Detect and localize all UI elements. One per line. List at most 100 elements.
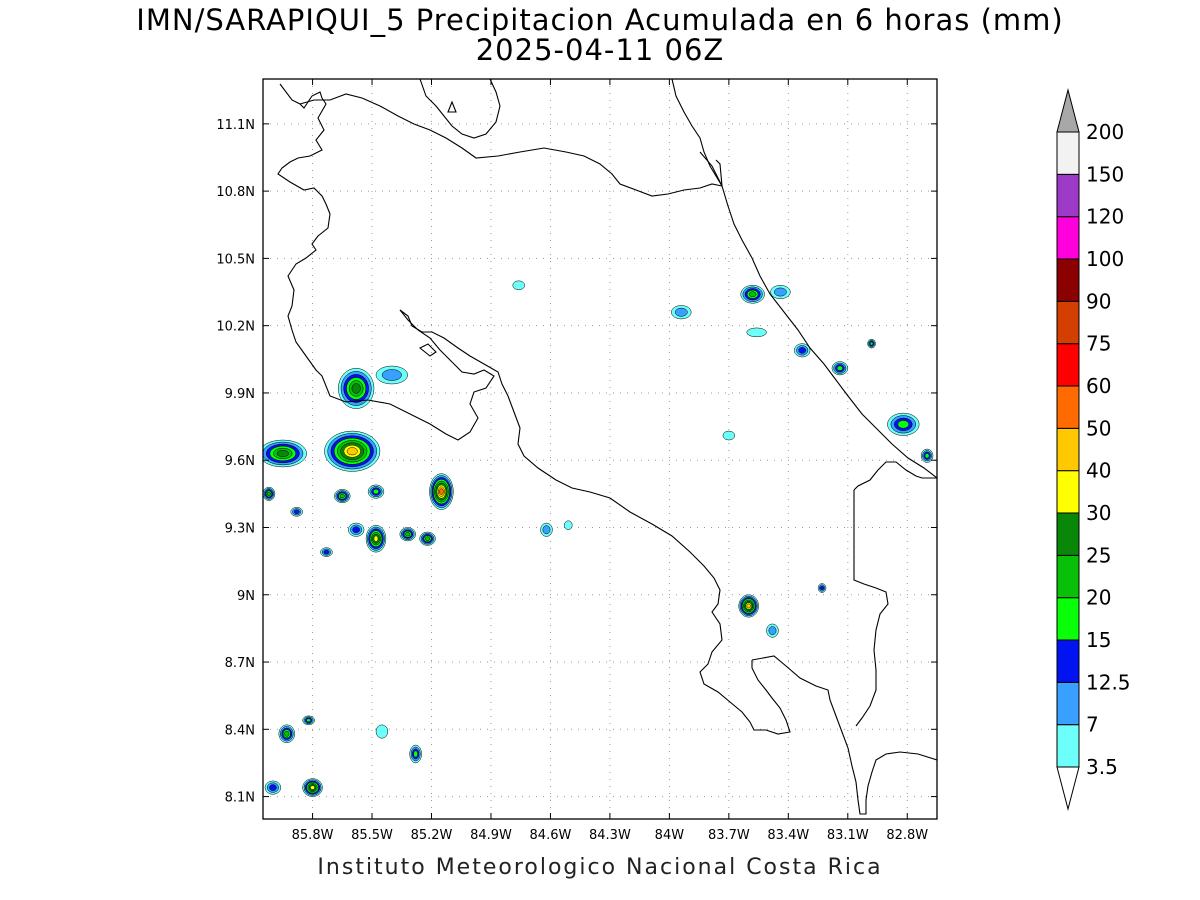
colorbar-level-label: 75 (1086, 332, 1111, 356)
precip-cell (722, 430, 736, 441)
precip-contour (276, 449, 289, 457)
lat-tick-label: 8.1N (225, 791, 255, 806)
lon-tick-label: 84.9W (470, 828, 512, 843)
precip-contour (425, 536, 431, 541)
colorbar-level-label: 100 (1086, 247, 1124, 271)
precip-cell (338, 368, 375, 409)
precip-cell (887, 412, 920, 436)
precip-contour (306, 718, 311, 723)
colorbar-swatch (1056, 470, 1080, 514)
colorbar-level-label: 30 (1086, 501, 1111, 525)
precip-cell (770, 285, 791, 300)
lat-tick-label: 9.3N (225, 521, 255, 536)
precip-contour (373, 535, 379, 542)
precip-cell (831, 361, 849, 376)
precip-contour (352, 526, 360, 533)
colorbar-swatch (1056, 724, 1080, 768)
lat-tick-label: 10.5N (216, 252, 255, 267)
precip-contour (820, 585, 825, 591)
precip-contour (768, 626, 777, 636)
colorbar-level-label: 7 (1086, 713, 1099, 737)
precip-cell (746, 327, 767, 338)
lon-tick-label: 83.1W (827, 828, 869, 843)
coastline-boundaries (277, 79, 937, 815)
colorbar-top-arrow (1056, 88, 1080, 133)
map-title: IMN/SARAPIQUI_5 Precipitacion Acumulada … (136, 3, 1064, 37)
precip-cell (920, 448, 934, 463)
lat-tick-label: 8.4N (225, 723, 255, 738)
precip-contour (439, 488, 444, 495)
lon-tick-label: 84.3W (589, 828, 631, 843)
colorbar-swatch (1056, 258, 1080, 302)
precip-contour (746, 327, 767, 338)
precip-contour (284, 730, 290, 737)
lon-tick-label: 85.2W (411, 828, 453, 843)
colorbar-level-label: 200 (1086, 120, 1124, 144)
footer-credit: Instituto Meteorologico Nacional Costa R… (317, 855, 883, 880)
precip-cell (278, 724, 295, 744)
lon-tick-label: 83.4W (767, 828, 809, 843)
colorbar-swatch (1056, 343, 1080, 387)
map-grid (263, 79, 937, 819)
precip-cell (375, 724, 389, 739)
precip-contour (266, 491, 271, 497)
colorbar-level-label: 120 (1086, 205, 1124, 229)
lat-tick-label: 11.1N (216, 118, 255, 133)
lat-tick-label: 10.2N (216, 320, 255, 335)
precip-contour (774, 287, 787, 297)
colorbar-level-label: 3.5 (1086, 755, 1118, 779)
colorbar-level-label: 60 (1086, 374, 1111, 398)
latitude-axis: 8.1N 8.4N 8.7N 9N 9.3N 9.6N 9.9N 10.2N 10.5N 10.8… (216, 118, 937, 806)
lon-tick-label: 84.6W (530, 828, 572, 843)
precip-cell (320, 547, 333, 557)
lon-tick-label: 85.8W (292, 828, 334, 843)
lon-tick-label: 84W (655, 828, 685, 843)
colorbar-level-label: 150 (1086, 162, 1124, 186)
colorbar-level-label: 90 (1086, 289, 1111, 313)
colorbar-swatch (1056, 385, 1080, 429)
precip-contour (674, 307, 688, 317)
precip-cell (263, 439, 307, 468)
precip-cell (738, 594, 759, 618)
precip-contour (323, 549, 330, 555)
colorbar-swatch (1056, 173, 1080, 218)
precip-cell (671, 305, 692, 320)
lon-tick-label: 82.8W (886, 828, 928, 843)
precip-contour (339, 493, 345, 499)
precip-cell (324, 430, 381, 472)
colorbar-swatch (1056, 427, 1080, 472)
precip-contour (346, 447, 358, 456)
lat-tick-label: 10.8N (216, 185, 255, 200)
precip-cell (302, 778, 323, 797)
precip-contour (542, 525, 551, 535)
precip-cell (867, 338, 876, 349)
precip-contour (269, 784, 277, 791)
colorbar-swatch (1056, 131, 1080, 175)
precip-cell (429, 473, 454, 510)
precip-cell (540, 522, 553, 537)
lat-tick-label: 9N (237, 589, 255, 604)
colorbar-swatch (1056, 681, 1080, 726)
precip-contour (869, 341, 874, 346)
lat-tick-label: 9.9N (225, 387, 255, 402)
precip-cell (766, 623, 779, 638)
precip-contour (293, 509, 300, 515)
longitude-axis: 85.8W 85.5W 85.2W 84.9W 84.6W 84.3W 84W 83.7W 83… (292, 79, 928, 843)
precip-cell (794, 343, 811, 358)
colorbar-swatch (1056, 554, 1080, 599)
precip-contour (413, 750, 418, 758)
precipitation-field (263, 280, 934, 797)
precip-contour (798, 347, 806, 354)
precip-cell (263, 486, 276, 501)
precip-contour (564, 520, 573, 530)
precip-contour (924, 453, 930, 459)
precip-cell (347, 522, 365, 537)
lat-tick-label: 8.7N (225, 656, 255, 671)
precip-contour (512, 280, 525, 291)
precip-cell (365, 524, 387, 553)
precip-contour (381, 369, 402, 381)
precip-cell (512, 280, 525, 291)
map-frame (262, 78, 938, 820)
